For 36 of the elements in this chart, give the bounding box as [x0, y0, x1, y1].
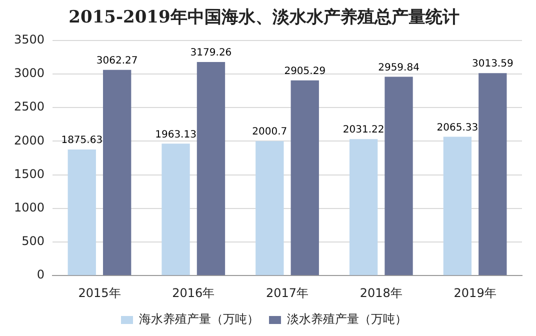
bar — [68, 150, 96, 276]
data-label: 2905.29 — [284, 66, 326, 77]
data-label: 1875.63 — [61, 135, 103, 146]
chart-title: 2015-2019年中国海水、淡水水产养殖总产量统计 — [68, 8, 460, 28]
bar — [290, 80, 319, 276]
legend-label: 淡水养殖产量（万吨） — [287, 312, 407, 326]
data-label: 2031.22 — [342, 124, 384, 136]
x-tick-label: 2019年 — [454, 286, 496, 300]
data-label: 3179.26 — [190, 48, 232, 59]
y-tick-label: 500 — [22, 234, 45, 248]
bar — [349, 139, 378, 276]
bar — [443, 136, 472, 276]
data-label: 3062.27 — [96, 55, 138, 66]
data-label: 2959.84 — [378, 62, 420, 74]
x-tick-label: 2016年 — [172, 286, 215, 300]
bar — [103, 70, 132, 276]
y-tick-label: 3500 — [14, 32, 45, 47]
x-tick-label: 2015年 — [78, 286, 121, 300]
data-label: 3013.59 — [472, 58, 514, 70]
data-label: 1963.13 — [155, 129, 196, 140]
bar — [478, 73, 507, 276]
x-tick-label: 2018年 — [360, 286, 402, 300]
y-tick-label: 1500 — [14, 166, 45, 181]
x-tick-label: 2017年 — [266, 286, 309, 300]
bar — [256, 141, 284, 276]
data-label: 2065.33 — [436, 122, 478, 134]
y-tick-label: 2000 — [14, 133, 45, 148]
y-tick-label: 1000 — [14, 200, 45, 215]
y-tick-label: 0 — [36, 268, 45, 282]
bar — [384, 76, 413, 276]
legend-label: 海水养殖产量（万吨） — [139, 312, 259, 326]
data-label: 2000.7 — [252, 126, 288, 138]
y-tick-label: 2500 — [14, 100, 45, 114]
bar — [162, 144, 190, 276]
y-tick-label: 3000 — [14, 66, 45, 80]
bar — [196, 62, 226, 276]
